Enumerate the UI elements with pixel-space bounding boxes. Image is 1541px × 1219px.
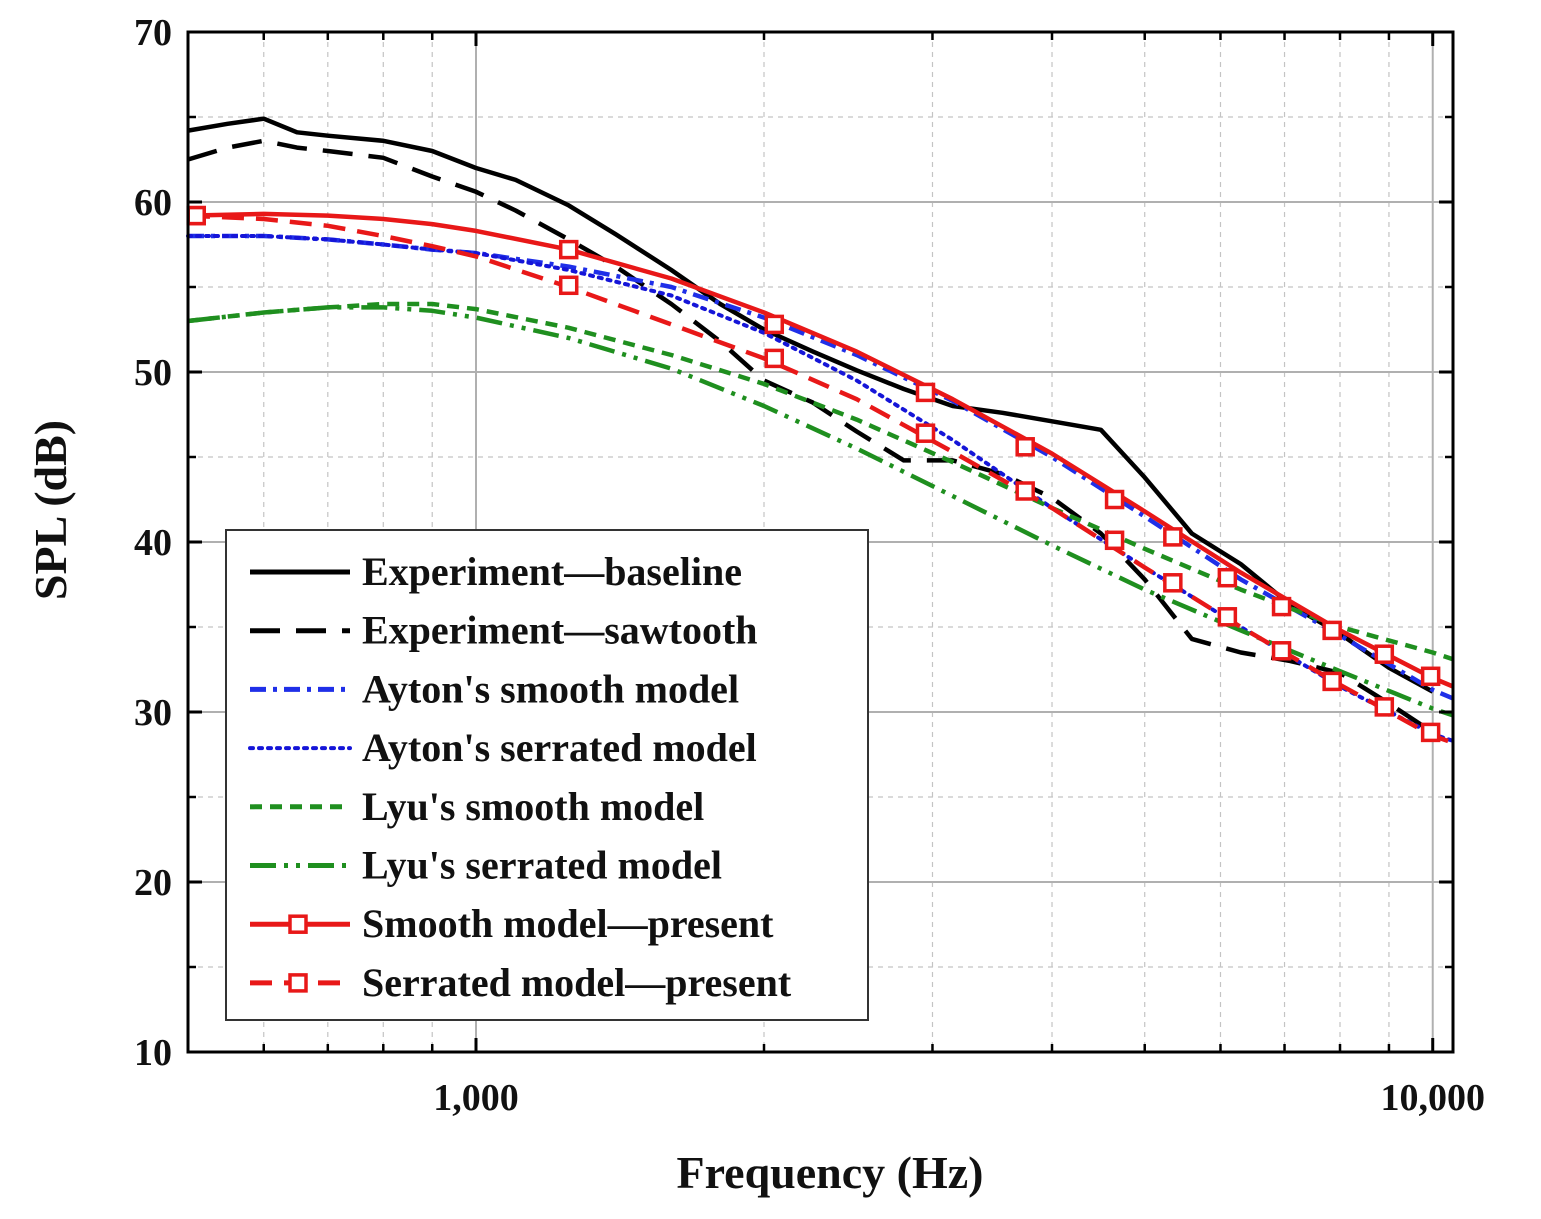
legend-marker-sample	[288, 914, 308, 934]
series-layer	[186, 116, 1455, 745]
legend: Experiment—baseline Experiment—sawtooth Ay…	[225, 529, 869, 1021]
axis-ticks	[188, 30, 1453, 1054]
data-point-marker	[1104, 489, 1125, 510]
data-point-marker	[1015, 437, 1035, 457]
data-point-marker	[1374, 697, 1395, 717]
y-tick-label: 50	[134, 352, 172, 394]
x-tick-label: 1,000	[433, 1077, 519, 1119]
y-tick-label: 60	[134, 182, 172, 224]
y-tick-label: 70	[134, 12, 172, 54]
x-axis-title: Frequency (Hz)	[676, 1147, 983, 1198]
data-point-marker	[1271, 641, 1292, 661]
data-point-marker	[1104, 530, 1125, 551]
data-point-marker	[1322, 671, 1342, 692]
data-point-marker	[1217, 607, 1238, 627]
y-tick-label: 10	[134, 1032, 172, 1074]
series-smooth-model-present	[186, 205, 1454, 689]
legend-item-experiment-sawtooth: Experiment—sawtooth	[250, 608, 758, 653]
x-tick-label: 10,000	[1380, 1077, 1485, 1119]
y-axis-title: SPL (dB)	[25, 420, 76, 600]
legend-label: Experiment—baseline	[362, 549, 742, 594]
data-point-marker	[1420, 722, 1441, 743]
series-serrated-model-present	[186, 205, 1454, 745]
data-point-marker	[558, 239, 579, 260]
legend-label: Lyu's smooth model	[362, 784, 704, 829]
data-point-marker	[764, 348, 785, 369]
legend-label: Lyu's serrated model	[362, 843, 722, 888]
data-point-marker	[1217, 567, 1238, 588]
series-line-smooth-model-present	[187, 211, 1454, 689]
legend-item-serrated-model-present: Serrated model—present	[250, 960, 792, 1005]
data-point-marker	[186, 205, 206, 226]
data-point-marker	[915, 423, 936, 443]
data-point-marker	[558, 275, 579, 296]
series-experiment-baseline	[187, 116, 1434, 694]
y-tick-label: 20	[134, 862, 172, 904]
legend-item-ayton-s-serrated-model: Ayton's serrated model	[248, 725, 757, 770]
legend-item-lyu-s-serrated-model: Lyu's serrated model	[250, 843, 722, 888]
data-point-marker	[1374, 644, 1395, 664]
legend-label: Ayton's smooth model	[362, 666, 739, 711]
legend-label: Smooth model—present	[362, 901, 774, 946]
y-tick-label: 30	[134, 692, 172, 734]
series-line-experiment-sawtooth	[187, 138, 1434, 735]
y-tick-label: 40	[134, 522, 172, 564]
legend-label: Ayton's serrated model	[362, 725, 757, 770]
legend-label: Experiment—sawtooth	[362, 608, 758, 653]
legend-item-smooth-model-present: Smooth model—present	[250, 901, 774, 946]
data-point-marker	[764, 314, 785, 335]
data-point-marker	[1322, 620, 1342, 641]
legend-item-experiment-baseline: Experiment—baseline	[250, 549, 742, 594]
tick-labels: 10 20 30 40 50 60 70 1,000 10,000	[134, 12, 1485, 1119]
legend-box	[225, 529, 869, 1021]
data-point-marker	[1271, 596, 1292, 617]
legend-item-lyu-s-smooth-model: Lyu's smooth model	[250, 784, 704, 829]
series-lyu-s-serrated-model	[187, 305, 1454, 718]
series-line-experiment-baseline	[187, 116, 1434, 694]
series-line-lyu-s-serrated-model	[187, 305, 1454, 718]
data-point-marker	[1015, 481, 1035, 501]
legend-label: Serrated model—present	[362, 960, 792, 1005]
series-experiment-sawtooth	[187, 138, 1434, 735]
data-point-marker	[1163, 527, 1183, 547]
legend-item-ayton-s-smooth-model: Ayton's smooth model	[250, 666, 739, 711]
data-point-marker	[915, 382, 936, 403]
data-point-marker	[1420, 666, 1441, 687]
data-point-marker	[1163, 573, 1183, 593]
legend-marker-sample	[288, 973, 308, 993]
series-line-serrated-model-present	[187, 213, 1454, 745]
